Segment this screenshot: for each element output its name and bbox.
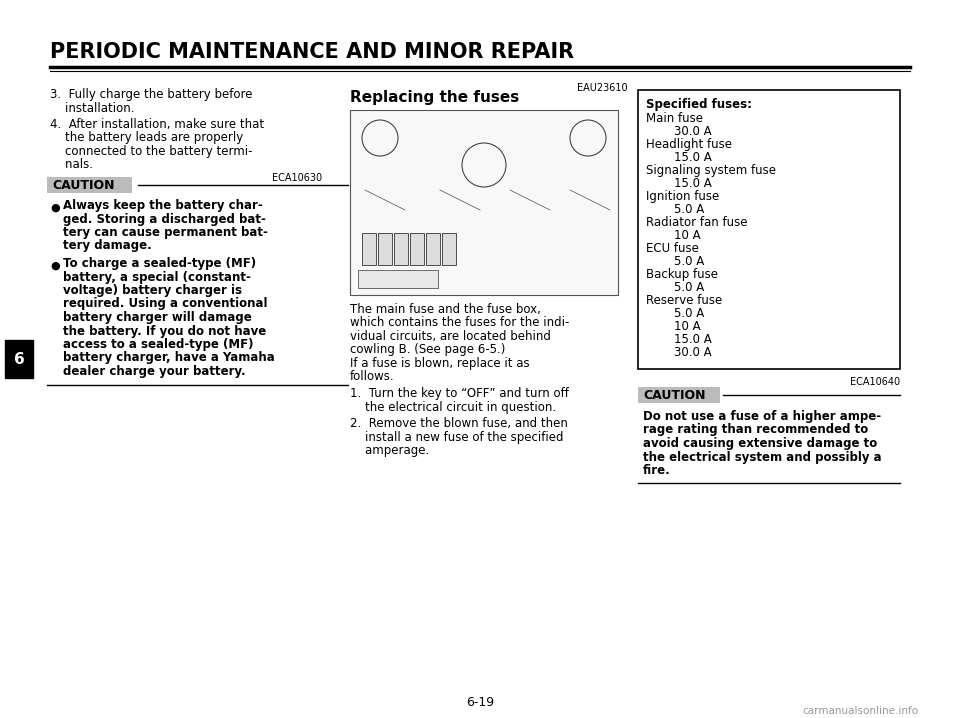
Text: ged. Storing a discharged bat-: ged. Storing a discharged bat- bbox=[63, 213, 266, 225]
Text: tery can cause permanent bat-: tery can cause permanent bat- bbox=[63, 226, 268, 239]
Text: EAU23610: EAU23610 bbox=[577, 83, 628, 93]
Text: PERIODIC MAINTENANCE AND MINOR REPAIR: PERIODIC MAINTENANCE AND MINOR REPAIR bbox=[50, 42, 574, 62]
Text: access to a sealed-type (MF): access to a sealed-type (MF) bbox=[63, 338, 253, 351]
Text: 15.0 A: 15.0 A bbox=[674, 151, 711, 164]
Text: 5.0 A: 5.0 A bbox=[674, 255, 705, 268]
Text: ●: ● bbox=[50, 261, 60, 271]
Text: If a fuse is blown, replace it as: If a fuse is blown, replace it as bbox=[350, 357, 530, 370]
Bar bbox=[358, 270, 438, 288]
Text: 4.  After installation, make sure that: 4. After installation, make sure that bbox=[50, 118, 264, 131]
Text: cowling B. (See page 6-5.): cowling B. (See page 6-5.) bbox=[350, 343, 505, 357]
Text: 5.0 A: 5.0 A bbox=[674, 307, 705, 320]
Text: Headlight fuse: Headlight fuse bbox=[646, 138, 732, 151]
Text: carmanualsonline.info: carmanualsonline.info bbox=[802, 706, 918, 716]
Text: Signaling system fuse: Signaling system fuse bbox=[646, 164, 776, 177]
Text: Reserve fuse: Reserve fuse bbox=[646, 294, 722, 307]
Bar bbox=[638, 387, 720, 403]
Text: tery damage.: tery damage. bbox=[63, 240, 152, 253]
Text: Main fuse: Main fuse bbox=[646, 112, 703, 125]
Text: Specified fuses:: Specified fuses: bbox=[646, 98, 752, 111]
Text: the battery leads are properly: the battery leads are properly bbox=[50, 131, 243, 144]
Text: Radiator fan fuse: Radiator fan fuse bbox=[646, 216, 748, 229]
Text: CAUTION: CAUTION bbox=[52, 179, 114, 192]
Text: dealer charge your battery.: dealer charge your battery. bbox=[63, 365, 246, 378]
Text: 10 A: 10 A bbox=[674, 320, 701, 333]
Text: install a new fuse of the specified: install a new fuse of the specified bbox=[350, 431, 564, 444]
Text: 6: 6 bbox=[13, 352, 24, 366]
Text: Ignition fuse: Ignition fuse bbox=[646, 190, 719, 203]
Text: CAUTION: CAUTION bbox=[643, 389, 706, 402]
Bar bbox=[394, 233, 408, 265]
Text: 10 A: 10 A bbox=[674, 229, 701, 242]
Bar bbox=[442, 233, 456, 265]
Text: fire.: fire. bbox=[643, 464, 671, 477]
Bar bbox=[5, 340, 33, 378]
Text: voltage) battery charger is: voltage) battery charger is bbox=[63, 284, 242, 297]
Bar bbox=[362, 233, 376, 265]
Text: 5.0 A: 5.0 A bbox=[674, 281, 705, 294]
Text: required. Using a conventional: required. Using a conventional bbox=[63, 297, 268, 310]
Text: Do not use a fuse of a higher ampe-: Do not use a fuse of a higher ampe- bbox=[643, 410, 881, 423]
Text: avoid causing extensive damage to: avoid causing extensive damage to bbox=[643, 437, 877, 450]
Text: ●: ● bbox=[50, 203, 60, 213]
Text: To charge a sealed-type (MF): To charge a sealed-type (MF) bbox=[63, 257, 256, 270]
Text: the battery. If you do not have: the battery. If you do not have bbox=[63, 325, 266, 337]
Text: 30.0 A: 30.0 A bbox=[674, 346, 711, 359]
Text: ECA10630: ECA10630 bbox=[272, 173, 322, 183]
Text: 1.  Turn the key to “OFF” and turn off: 1. Turn the key to “OFF” and turn off bbox=[350, 387, 569, 400]
Text: ECA10640: ECA10640 bbox=[850, 377, 900, 387]
Bar bbox=[426, 233, 440, 265]
Text: battery charger, have a Yamaha: battery charger, have a Yamaha bbox=[63, 352, 275, 365]
Text: vidual circuits, are located behind: vidual circuits, are located behind bbox=[350, 330, 551, 343]
Text: follows.: follows. bbox=[350, 370, 395, 383]
Text: 6-19: 6-19 bbox=[466, 696, 494, 709]
Text: 30.0 A: 30.0 A bbox=[674, 125, 711, 138]
Text: 15.0 A: 15.0 A bbox=[674, 177, 711, 190]
Text: connected to the battery termi-: connected to the battery termi- bbox=[50, 145, 252, 158]
Text: ECU fuse: ECU fuse bbox=[646, 242, 699, 255]
Text: Replacing the fuses: Replacing the fuses bbox=[350, 90, 519, 105]
Text: 2.  Remove the blown fuse, and then: 2. Remove the blown fuse, and then bbox=[350, 417, 568, 430]
Text: Always keep the battery char-: Always keep the battery char- bbox=[63, 199, 263, 212]
Text: 15.0 A: 15.0 A bbox=[674, 333, 711, 346]
Bar bbox=[47, 177, 132, 193]
Text: battery, a special (constant-: battery, a special (constant- bbox=[63, 271, 251, 284]
Text: amperage.: amperage. bbox=[350, 444, 429, 457]
Text: the electrical circuit in question.: the electrical circuit in question. bbox=[350, 401, 556, 414]
Text: rage rating than recommended to: rage rating than recommended to bbox=[643, 424, 868, 437]
Bar bbox=[350, 110, 618, 295]
Text: the electrical system and possibly a: the electrical system and possibly a bbox=[643, 450, 881, 464]
Text: which contains the fuses for the indi-: which contains the fuses for the indi- bbox=[350, 317, 569, 330]
Bar bbox=[638, 90, 900, 369]
Bar bbox=[378, 233, 392, 265]
Text: The main fuse and the fuse box,: The main fuse and the fuse box, bbox=[350, 303, 540, 316]
Text: installation.: installation. bbox=[50, 101, 134, 114]
Text: 5.0 A: 5.0 A bbox=[674, 203, 705, 216]
Text: Backup fuse: Backup fuse bbox=[646, 268, 718, 281]
Bar bbox=[410, 233, 424, 265]
Text: battery charger will damage: battery charger will damage bbox=[63, 311, 252, 324]
Text: nals.: nals. bbox=[50, 159, 93, 172]
Text: 3.  Fully charge the battery before: 3. Fully charge the battery before bbox=[50, 88, 252, 101]
